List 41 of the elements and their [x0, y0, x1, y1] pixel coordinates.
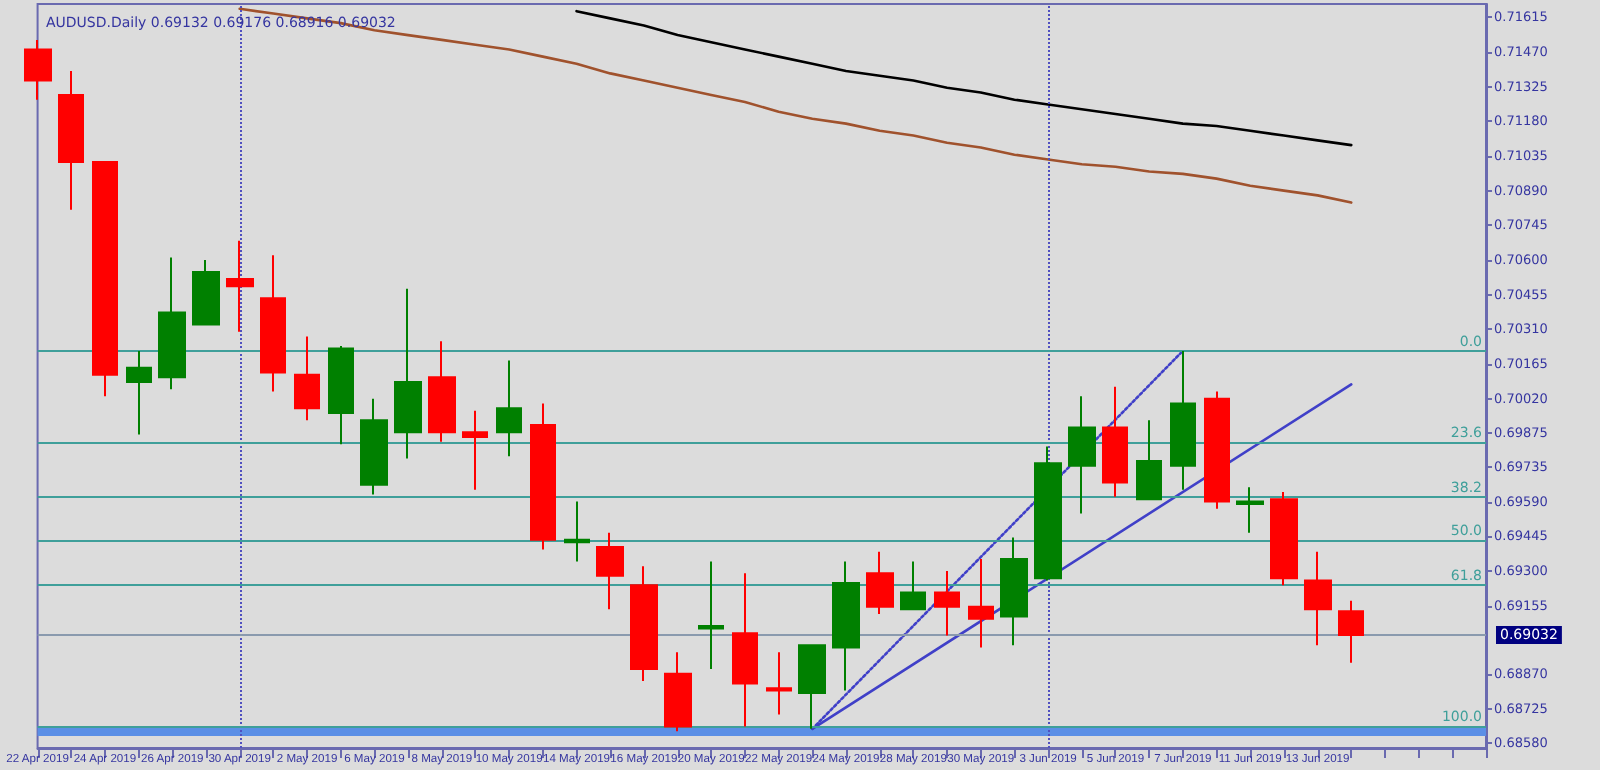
candlestick [226, 239, 254, 333]
candlestick [92, 160, 118, 398]
candlestick [462, 409, 488, 491]
candlestick [260, 254, 286, 393]
candlestick [1204, 390, 1230, 510]
candlestick [1034, 445, 1062, 582]
candlestick [294, 335, 320, 422]
candlestick [1338, 599, 1364, 664]
candlestick [866, 550, 894, 616]
candlestick [58, 69, 84, 211]
candlestick [900, 560, 926, 611]
line-series [575, 9, 1353, 147]
candlestick [798, 644, 826, 730]
candlestick [328, 345, 354, 446]
candlestick [596, 531, 624, 611]
candlestick [1136, 419, 1162, 501]
candlestick [1236, 486, 1264, 534]
candlestick [766, 651, 792, 716]
candlestick [394, 287, 422, 460]
candlestick [1068, 395, 1096, 515]
candlestick [1000, 536, 1028, 647]
candlestick [360, 397, 388, 496]
candlestick [428, 340, 456, 443]
candlestick [126, 349, 152, 436]
candlestick [732, 572, 758, 728]
candlestick [1170, 349, 1196, 491]
candlestick [1102, 385, 1128, 498]
candlestick [24, 38, 52, 101]
candlestick [530, 402, 556, 551]
candlestick [968, 558, 994, 649]
candlestick [192, 258, 220, 326]
candlestick [564, 500, 590, 563]
candlestick [630, 565, 658, 683]
candlestick [832, 560, 860, 692]
candlestick [698, 560, 724, 671]
candlestick [934, 569, 960, 637]
candlestick [496, 359, 522, 458]
candlestick [664, 651, 692, 733]
candlestick [1270, 491, 1298, 587]
candlestick [158, 256, 186, 391]
candlestick [1304, 550, 1332, 647]
